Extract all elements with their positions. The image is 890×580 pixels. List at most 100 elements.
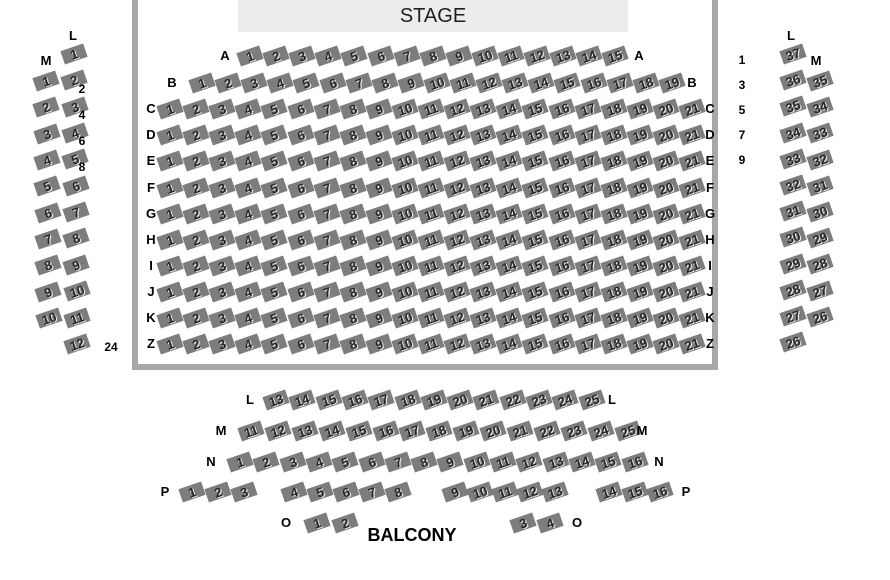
seat-K-17[interactable]: 17 [573,307,602,329]
seat-N-10[interactable]: 10 [463,451,491,473]
seat-L-30[interactable]: 30 [779,226,807,248]
seat-G-11[interactable]: 11 [417,203,445,225]
seat-G-21[interactable]: 21 [678,203,706,225]
seat-J-4[interactable]: 4 [234,281,262,303]
seat-Z-18[interactable]: 18 [600,333,628,355]
seat-C-20[interactable]: 20 [652,98,680,120]
seat-J-16[interactable]: 16 [547,281,576,303]
seat-L-9[interactable]: 9 [62,254,91,276]
seat-P-5[interactable]: 5 [306,481,334,503]
seat-M-1[interactable]: 1 [32,70,60,92]
seat-A-11[interactable]: 11 [497,45,525,67]
seat-I-19[interactable]: 19 [626,255,654,277]
seat-M-7[interactable]: 7 [34,228,62,250]
seat-Z-19[interactable]: 19 [626,333,654,355]
seat-M-15[interactable]: 15 [344,420,373,442]
seat-I-9[interactable]: 9 [365,255,393,277]
seat-N-3[interactable]: 3 [278,451,307,473]
seat-D-9[interactable]: 9 [365,124,393,146]
seat-C-18[interactable]: 18 [600,98,628,120]
seat-D-13[interactable]: 13 [469,124,497,146]
seat-E-18[interactable]: 18 [600,150,628,172]
seat-A-1[interactable]: 1 [236,45,264,67]
seat-L-34[interactable]: 34 [779,122,807,144]
seat-H-21[interactable]: 21 [678,229,706,251]
seat-D-8[interactable]: 8 [339,124,367,146]
seat-H-1[interactable]: 1 [156,229,184,251]
seat-D-21[interactable]: 21 [678,124,706,146]
seat-G-15[interactable]: 15 [521,203,550,225]
seat-M-2[interactable]: 2 [32,96,60,118]
seat-J-18[interactable]: 18 [600,281,628,303]
seat-B-17[interactable]: 17 [605,71,634,94]
seat-G-7[interactable]: 7 [312,203,341,225]
seat-A-10[interactable]: 10 [471,45,499,67]
seat-Z-13[interactable]: 13 [469,333,497,355]
seat-D-7[interactable]: 7 [312,124,341,146]
seat-J-17[interactable]: 17 [573,281,602,303]
seat-P-9[interactable]: 9 [441,481,469,503]
seat-H-6[interactable]: 6 [286,229,315,251]
seat-P-12[interactable]: 12 [516,481,544,503]
seat-K-7[interactable]: 7 [312,307,341,329]
seat-E-12[interactable]: 12 [443,150,471,172]
seat-L-11[interactable]: 11 [63,306,91,329]
seat-J-7[interactable]: 7 [312,281,341,303]
seat-J-13[interactable]: 13 [469,281,497,303]
seat-M-19[interactable]: 19 [452,420,480,442]
seat-L-23[interactable]: 23 [525,389,553,411]
seat-E-10[interactable]: 10 [391,150,419,172]
seat-E-5[interactable]: 5 [260,150,289,172]
seat-M-33[interactable]: 33 [806,122,834,144]
seat-D-15[interactable]: 15 [521,124,550,146]
seat-K-16[interactable]: 16 [547,307,576,329]
seat-G-19[interactable]: 19 [626,203,654,225]
seat-M-26[interactable]: 26 [806,306,834,328]
seat-B-16[interactable]: 16 [579,71,608,94]
seat-D-3[interactable]: 3 [208,124,236,146]
seat-N-12[interactable]: 12 [515,451,543,473]
seat-J-3[interactable]: 3 [208,281,236,303]
seat-D-12[interactable]: 12 [443,124,471,146]
seat-L-24[interactable]: 24 [551,389,579,411]
seat-K-6[interactable]: 6 [286,307,315,329]
seat-L-29[interactable]: 29 [779,253,807,275]
seat-C-9[interactable]: 9 [365,98,393,120]
seat-O-2[interactable]: 2 [331,512,359,534]
seat-F-14[interactable]: 14 [495,176,523,199]
seat-J-21[interactable]: 21 [678,281,706,303]
seat-Z-17[interactable]: 17 [573,333,602,355]
seat-F-9[interactable]: 9 [365,176,393,199]
seat-F-20[interactable]: 20 [652,176,680,199]
seat-C-13[interactable]: 13 [469,98,497,120]
seat-I-17[interactable]: 17 [573,255,602,277]
seat-Z-3[interactable]: 3 [208,333,236,355]
seat-B-8[interactable]: 8 [371,71,399,94]
seat-B-15[interactable]: 15 [553,71,582,94]
seat-P-15[interactable]: 15 [620,481,649,503]
seat-J-15[interactable]: 15 [521,281,550,303]
seat-L-36[interactable]: 36 [779,69,807,91]
seat-N-2[interactable]: 2 [252,451,280,473]
seat-C-14[interactable]: 14 [495,98,523,120]
seat-I-14[interactable]: 14 [495,255,523,277]
seat-K-20[interactable]: 20 [652,307,680,329]
seat-I-6[interactable]: 6 [286,255,315,277]
seat-B-4[interactable]: 4 [266,71,294,94]
seat-J-19[interactable]: 19 [626,281,654,303]
seat-E-1[interactable]: 1 [156,150,184,172]
seat-H-8[interactable]: 8 [339,229,367,251]
seat-I-4[interactable]: 4 [234,255,262,277]
seat-E-21[interactable]: 21 [678,150,706,172]
seat-G-13[interactable]: 13 [469,203,497,225]
seat-A-5[interactable]: 5 [340,45,369,67]
seat-F-1[interactable]: 1 [156,176,184,199]
seat-M-6[interactable]: 6 [33,202,62,224]
seat-J-20[interactable]: 20 [652,281,680,303]
seat-K-2[interactable]: 2 [182,307,210,329]
seat-D-2[interactable]: 2 [182,124,210,146]
seat-E-4[interactable]: 4 [234,150,262,172]
seat-H-12[interactable]: 12 [443,229,471,251]
seat-M-10[interactable]: 10 [35,307,63,329]
seat-H-20[interactable]: 20 [652,229,680,251]
